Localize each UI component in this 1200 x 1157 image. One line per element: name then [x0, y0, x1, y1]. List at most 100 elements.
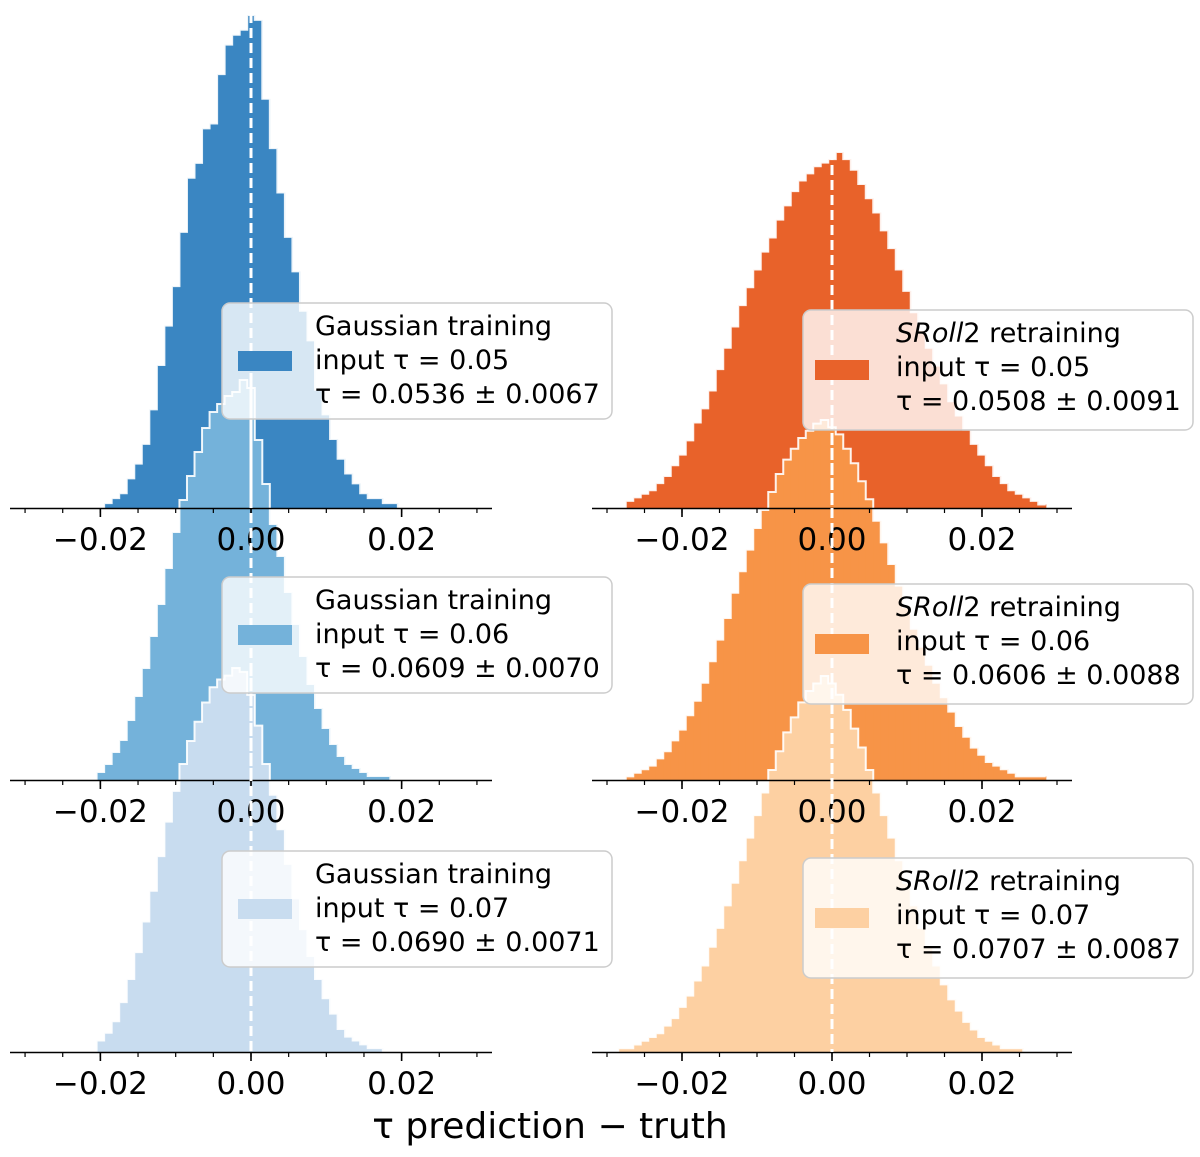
legend-line-1: SRoll2 retraining [896, 866, 1121, 897]
histogram-bar [1030, 776, 1039, 780]
histogram-bar [141, 668, 150, 780]
x-tick-label: −0.02 [53, 794, 148, 830]
histogram-bar [382, 503, 391, 508]
histogram-bar [730, 882, 739, 1052]
histogram-bar [655, 483, 664, 508]
histogram-bar [382, 776, 391, 780]
histogram-bar [141, 921, 150, 1052]
histogram-bar [360, 772, 369, 780]
histogram-bar [194, 452, 203, 780]
legend-line-3: τ = 0.0690 ± 0.0071 [315, 927, 600, 958]
histogram-bar [141, 443, 150, 508]
histogram-bar [186, 177, 196, 508]
histogram-bar [933, 682, 942, 780]
histogram-bar [948, 401, 957, 508]
histogram-bar [790, 448, 799, 780]
histogram-bar [375, 776, 384, 780]
histogram-bar [156, 856, 165, 1052]
histogram-bar [993, 765, 1002, 780]
legend-line-3: τ = 0.0707 ± 0.0087 [896, 934, 1181, 965]
histogram-bar [217, 679, 226, 1052]
histogram-bar [186, 476, 196, 780]
histogram-bar [232, 34, 241, 508]
x-tick-label: 0.02 [367, 794, 436, 830]
histogram-bar [367, 776, 376, 780]
histogram-bar [126, 979, 135, 1052]
histogram-bar [330, 438, 339, 508]
histogram-bar [760, 792, 769, 1052]
legend-line-3: τ = 0.0609 ± 0.0070 [315, 653, 600, 684]
histogram-bar [730, 592, 739, 780]
histogram-bar [670, 740, 679, 780]
histogram-bar [96, 772, 105, 780]
histogram-bar [625, 1048, 634, 1052]
legend-line-2: input τ = 0.05 [315, 345, 509, 376]
histogram-bar [337, 458, 346, 508]
legend-box [802, 583, 1194, 705]
histogram-bar [1038, 776, 1047, 780]
histogram-bar [760, 251, 769, 508]
histogram-bar [345, 764, 354, 780]
histogram-bar [745, 549, 754, 780]
histogram-bar [1015, 1048, 1024, 1052]
legend-line-1: Gaussian training [315, 859, 552, 890]
histogram-panel-1 [103, 14, 474, 509]
histogram-bar [330, 1013, 339, 1052]
histogram-bar [164, 568, 173, 780]
legend-line-2: input τ = 0.07 [896, 900, 1090, 931]
histogram-bar [292, 624, 301, 780]
histogram-bar [1023, 497, 1032, 508]
legend-line-3: τ = 0.0508 ± 0.0091 [896, 386, 1181, 417]
histogram-bar [768, 770, 777, 1052]
histogram-bar [134, 952, 143, 1052]
x-tick-label: 0.02 [367, 522, 436, 558]
histogram-bar [715, 369, 724, 508]
histogram-bar [790, 191, 799, 508]
histogram-bar [685, 995, 694, 1052]
histogram-bar [955, 1010, 964, 1052]
x-tick-label: −0.02 [53, 1066, 148, 1102]
histogram-bar [352, 483, 361, 508]
histogram-bar [360, 493, 369, 508]
histogram-bar [693, 700, 702, 780]
histogram-bar [149, 409, 158, 508]
histogram-bar [993, 1044, 1002, 1052]
histogram-bar [723, 905, 732, 1052]
histogram-bar [730, 326, 739, 508]
histogram-bar [693, 980, 702, 1052]
histogram-bar [963, 429, 972, 508]
histogram-bar [179, 231, 188, 509]
histogram-bar [633, 1044, 642, 1052]
histogram-bar [164, 325, 173, 508]
histogram-bar [134, 463, 143, 508]
x-tick-label: −0.02 [635, 794, 730, 830]
histogram-bar [345, 473, 354, 508]
histogram-bar [209, 687, 218, 1052]
x-axis-4: −0.02 0.00 0.02 [592, 507, 1072, 558]
histogram-bar [209, 412, 218, 780]
histogram-bar [685, 715, 694, 780]
histogram-bar [948, 711, 957, 780]
histogram-bar [708, 946, 717, 1052]
histogram-bar [202, 702, 211, 1052]
histogram-bar [700, 408, 709, 508]
x-tick-label: 0.02 [947, 522, 1016, 558]
histogram-bar [1038, 504, 1047, 508]
histogram-bar [111, 752, 120, 780]
histogram-bar [360, 1044, 369, 1052]
histogram-bar [640, 493, 649, 508]
x-tick-label: 0.02 [367, 1066, 436, 1102]
legend-line-1: Gaussian training [315, 585, 552, 616]
histogram-bar [768, 237, 777, 508]
histogram-bar [655, 758, 664, 780]
histogram-bar [775, 751, 784, 1052]
histogram-bar [715, 927, 724, 1052]
histogram-bar [783, 732, 792, 1052]
histogram-bar [104, 503, 113, 508]
histogram-bar [753, 269, 762, 508]
histogram-bar [202, 428, 211, 780]
